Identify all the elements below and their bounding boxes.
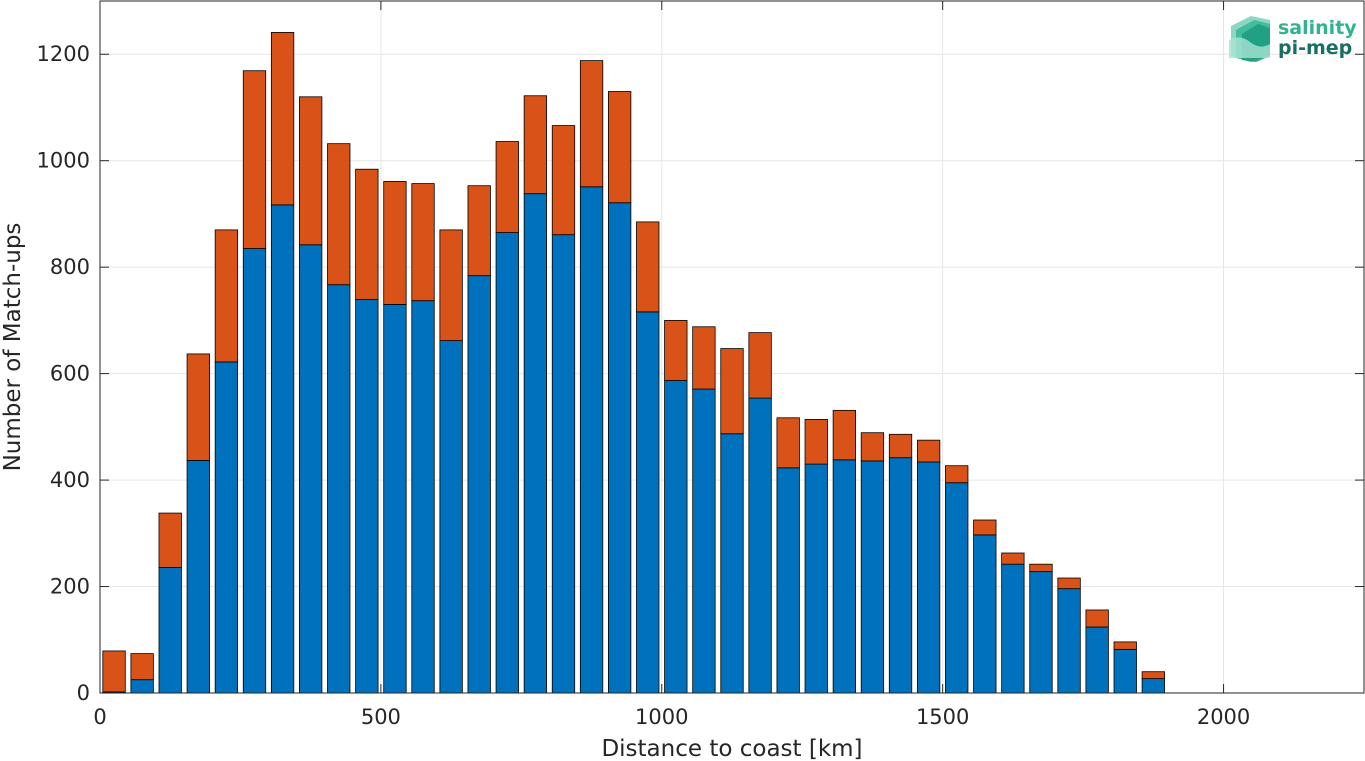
bar-series-2	[776, 417, 800, 469]
bar-series-2	[327, 143, 351, 286]
bar-series-2	[411, 183, 435, 302]
bar-series-1	[242, 248, 267, 694]
bar-series-1	[692, 388, 716, 694]
bar-series-2	[1057, 577, 1081, 590]
bar-series-2	[945, 465, 969, 484]
bar-series-1	[1085, 626, 1109, 694]
bar-series-1	[327, 284, 351, 694]
bar-series-1	[916, 461, 941, 694]
x-tick-label: 2000	[1197, 705, 1250, 729]
bar-series-1	[411, 300, 435, 694]
bar-series-2	[973, 519, 997, 536]
x-tick-label: 500	[361, 705, 401, 729]
bar-series-2	[1113, 641, 1137, 650]
bar-series-2	[102, 650, 126, 693]
y-tick-label: 1200	[37, 42, 90, 66]
ticks	[99, 1, 1364, 694]
bar-series-1	[495, 232, 519, 694]
bar-series-2	[270, 32, 295, 206]
axes-box	[99, 0, 1365, 694]
bar-series-2	[495, 141, 519, 233]
y-tick-label: 400	[50, 468, 90, 492]
bar-series-2	[860, 432, 885, 462]
tick-labels: 0 500 1000 1500 2000 0 200 400 600 800 1000 1200	[37, 42, 1251, 729]
bar-series-1	[945, 482, 969, 694]
bar-series-2	[916, 439, 941, 463]
bar-series-1	[804, 463, 828, 694]
bar-series-1	[130, 679, 154, 694]
logo-text-line2: pi-mep	[1278, 37, 1352, 59]
bar-series-1	[186, 459, 210, 694]
bar-series-2	[186, 353, 210, 461]
bar-series-2	[608, 91, 632, 204]
y-tick-label: 0	[77, 681, 90, 705]
bar-series-2	[579, 60, 604, 188]
bar-series-1	[355, 299, 379, 694]
bar-series-1	[636, 311, 660, 694]
x-tick-label: 1500	[916, 705, 969, 729]
bar-series-2	[439, 229, 463, 342]
bar-series-1	[973, 534, 997, 694]
bar-series-2	[355, 168, 379, 301]
bar-series-2	[748, 332, 772, 399]
bar-series-2	[130, 653, 154, 681]
bar-series-1	[1057, 588, 1081, 694]
bar-series-1	[579, 186, 604, 694]
bars	[102, 32, 1165, 694]
bar-series-2	[664, 319, 688, 381]
bar-series-2	[467, 185, 491, 277]
bar-series-1	[888, 457, 913, 694]
bar-series-2	[1085, 609, 1109, 628]
x-tick-label: 0	[93, 705, 106, 729]
bar-series-1	[551, 234, 576, 694]
bar-series-2	[832, 409, 856, 461]
bar-series-1	[860, 460, 885, 694]
bar-series-1	[523, 193, 548, 694]
y-tick-label: 800	[50, 255, 90, 279]
x-tick-label: 1000	[635, 705, 688, 729]
bar-series-1	[776, 467, 800, 694]
bar-series-2	[692, 326, 716, 390]
bar-series-2	[214, 229, 239, 363]
bar-series-1	[270, 204, 295, 694]
bar-series-2	[720, 348, 744, 435]
bar-series-1	[158, 566, 182, 694]
bar-series-1	[720, 433, 744, 694]
bar-series-2	[551, 125, 576, 236]
bar-series-1	[1141, 678, 1165, 694]
x-axis-label: Distance to coast [km]	[601, 736, 862, 761]
bar-series-1	[439, 340, 463, 694]
y-tick-label: 200	[50, 575, 90, 599]
bar-series-1	[748, 397, 772, 694]
bar-series-2	[804, 418, 828, 465]
bar-series-2	[1029, 563, 1053, 573]
bar-series-1	[214, 361, 239, 694]
bar-series-2	[888, 433, 913, 459]
bar-series-2	[383, 181, 407, 305]
logo-mark-icon	[1229, 16, 1270, 62]
bar-series-2	[1141, 671, 1165, 680]
y-tick-label: 1000	[37, 149, 90, 173]
bar-series-1	[299, 244, 323, 694]
bar-series-1	[1113, 648, 1137, 694]
bar-series-1	[608, 202, 632, 694]
bar-series-1	[1029, 571, 1053, 694]
bar-series-2	[523, 95, 548, 195]
logo-text-line1: salinity	[1278, 17, 1357, 39]
bar-series-1	[383, 304, 407, 694]
bar-series-1	[664, 380, 688, 694]
bar-series-1	[832, 459, 856, 694]
bar-series-1	[1001, 563, 1025, 694]
bar-series-2	[242, 70, 267, 249]
bar-series-2	[636, 221, 660, 313]
y-axis-label: Number of Match-ups	[0, 223, 26, 472]
bar-series-1	[467, 275, 491, 694]
bar-series-2	[1001, 552, 1025, 565]
salinity-pi-mep-logo: salinity pi-mep	[1229, 16, 1357, 62]
bar-series-2	[158, 512, 182, 568]
y-tick-label: 600	[50, 362, 90, 386]
bar-series-2	[299, 96, 323, 246]
